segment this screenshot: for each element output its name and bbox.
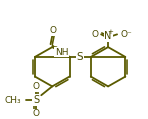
Text: CH₃: CH₃ [5, 96, 21, 105]
Text: O⁻: O⁻ [120, 30, 132, 39]
Text: S: S [77, 52, 83, 62]
Text: +: + [108, 29, 114, 35]
Text: N: N [104, 31, 112, 41]
Text: O: O [49, 26, 56, 35]
Text: O: O [33, 109, 40, 118]
Text: O: O [92, 30, 99, 39]
Text: S: S [33, 95, 39, 105]
Text: O: O [33, 82, 40, 91]
Text: NH: NH [55, 47, 68, 57]
